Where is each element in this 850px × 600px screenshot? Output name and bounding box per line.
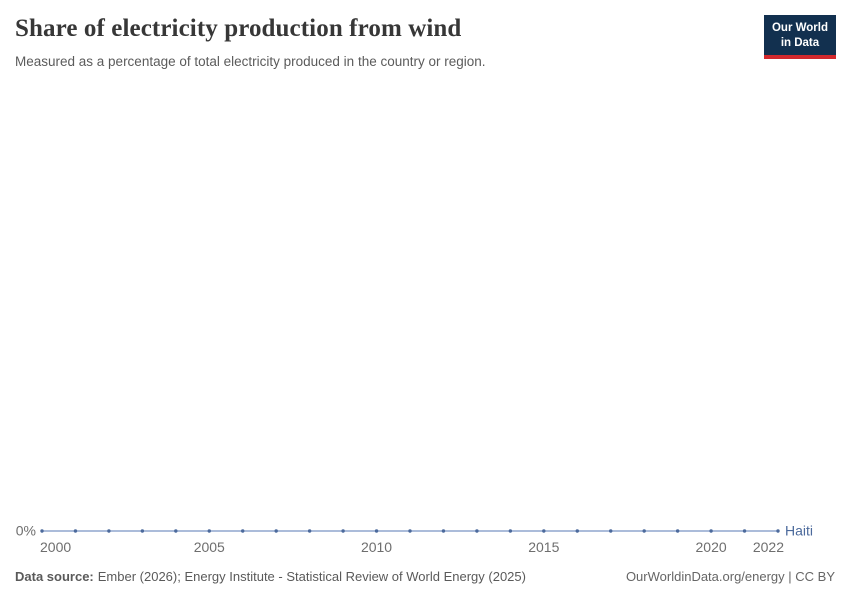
x-axis-tick-label: 2005 — [194, 539, 225, 555]
x-axis-tick-label: 2015 — [528, 539, 559, 555]
chart-title: Share of electricity production from win… — [15, 15, 462, 42]
data-point[interactable] — [709, 529, 713, 533]
data-point[interactable] — [575, 529, 579, 533]
data-source-note: Data source: Ember (2026); Energy Institu… — [15, 569, 526, 585]
data-point[interactable] — [274, 529, 278, 533]
data-point[interactable] — [408, 529, 412, 533]
data-source-text: Ember (2026); Energy Institute - Statist… — [97, 569, 526, 584]
chart-footer: Data source: Ember (2026); Energy Institu… — [15, 569, 835, 585]
logo-text-line1: Our World — [771, 22, 828, 34]
entity-label-haiti[interactable]: Haiti — [785, 523, 813, 539]
data-point[interactable] — [241, 529, 245, 533]
data-point[interactable] — [374, 529, 379, 533]
data-point[interactable] — [107, 529, 111, 533]
owid-logo[interactable]: Our World in Data — [763, 15, 836, 59]
y-axis-tick-label: 0% — [16, 523, 36, 539]
data-point[interactable] — [441, 529, 446, 533]
license-note: OurWorldinData.org/energy | CC BY — [625, 569, 835, 584]
data-point[interactable] — [475, 529, 479, 533]
data-point[interactable] — [776, 529, 780, 533]
data-point[interactable] — [609, 529, 613, 533]
chart-header: Share of electricity production from win… — [0, 0, 850, 70]
x-axis-tick-label: 2020 — [696, 539, 727, 555]
data-point[interactable] — [140, 529, 145, 533]
data-source-label: Data source: — [15, 569, 94, 584]
data-point[interactable] — [73, 529, 78, 533]
data-point[interactable] — [174, 529, 178, 533]
x-axis-tick-label: 2022 — [753, 539, 784, 555]
x-axis-tick-label: 2010 — [361, 539, 392, 555]
data-point[interactable] — [542, 529, 546, 533]
data-point[interactable] — [207, 529, 211, 533]
data-point[interactable] — [508, 529, 513, 533]
data-point[interactable] — [742, 529, 747, 533]
data-point[interactable] — [642, 529, 646, 533]
x-axis-tick-label: 2000 — [40, 539, 71, 555]
data-point[interactable] — [341, 529, 345, 533]
data-point[interactable] — [40, 529, 44, 533]
data-point[interactable] — [675, 529, 680, 533]
chart-subtitle: Measured as a percentage of total electr… — [15, 53, 486, 69]
data-point[interactable] — [307, 529, 312, 533]
logo-text-line2: in Data — [780, 36, 820, 49]
